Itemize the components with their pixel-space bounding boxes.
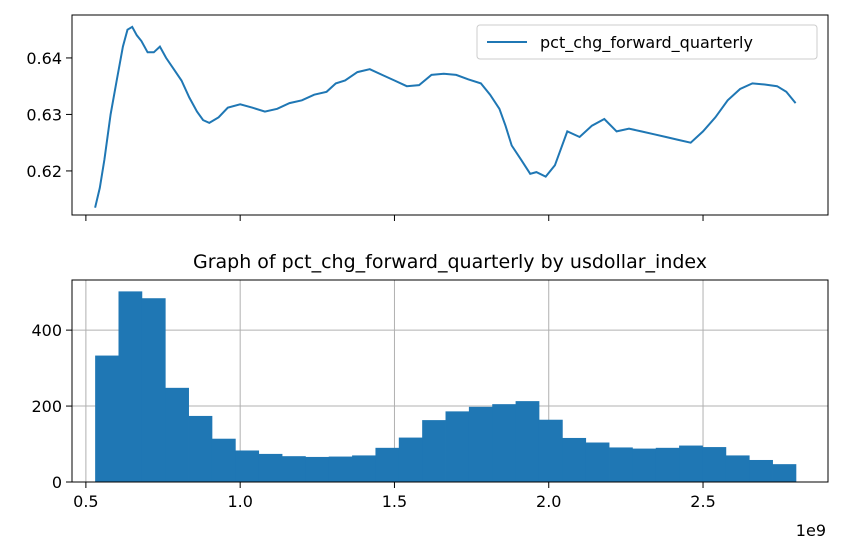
histogram-bar — [445, 411, 470, 482]
histogram-bar — [538, 419, 563, 482]
histogram-bar — [282, 456, 306, 482]
x-tick-label: 2.5 — [690, 492, 715, 511]
line-series — [94, 25, 797, 208]
histogram-bar — [118, 291, 143, 482]
histogram-bar — [632, 448, 657, 482]
legend-box — [476, 24, 818, 60]
histogram-bar — [702, 447, 727, 482]
x-tick-label: 0.5 — [73, 492, 98, 511]
histogram-bar — [562, 437, 587, 482]
histogram-bar — [258, 453, 283, 482]
histogram-bar — [398, 437, 423, 482]
y-tick-label: 200 — [31, 397, 62, 416]
histogram-bars — [95, 291, 797, 482]
y-tick-label: 0.62 — [26, 162, 62, 181]
histogram-bar — [141, 298, 166, 482]
histogram-bar — [585, 442, 610, 482]
y-tick-label: 400 — [31, 321, 62, 340]
histogram-bar — [305, 456, 330, 482]
histogram-bar — [375, 447, 400, 482]
x-offset-label: 1e9 — [796, 521, 826, 540]
y-tick-label: 0.63 — [26, 105, 62, 124]
line-chart-y-ticks: 0.62 0.63 0.64 — [26, 49, 72, 181]
histogram-bar — [609, 447, 633, 482]
histogram-bar — [422, 420, 446, 482]
histogram-panel: Graph of pct_chg_forward_quarterly by us… — [31, 251, 829, 540]
legend-label: pct_chg_forward_quarterly — [540, 33, 753, 53]
histogram-bar — [211, 438, 236, 482]
y-tick-label: 0.64 — [26, 49, 62, 68]
histogram-title: Graph of pct_chg_forward_quarterly by us… — [193, 251, 707, 273]
histogram-bar — [679, 445, 703, 482]
x-tick-label: 1.0 — [227, 492, 252, 511]
histogram-bar — [772, 464, 797, 482]
y-tick-label: 0 — [52, 473, 62, 492]
histogram-bar — [188, 415, 213, 482]
histogram-bar — [749, 459, 773, 482]
line-chart-frame — [71, 14, 829, 216]
line-chart-x-ticks — [85, 215, 704, 221]
histogram-x-ticks: 0.5 1.0 1.5 2.0 2.5 — [73, 482, 716, 511]
histogram-bar — [95, 355, 119, 482]
histogram-bar — [165, 387, 189, 482]
histogram-bar — [235, 450, 260, 482]
histogram-y-ticks: 0 200 400 — [31, 321, 72, 492]
histogram-bar — [515, 401, 540, 482]
histogram-frame — [71, 279, 829, 483]
x-tick-label: 2.0 — [536, 492, 561, 511]
histogram-bar — [725, 455, 750, 482]
histogram-bar — [328, 456, 353, 482]
histogram-bar — [655, 447, 680, 482]
histogram-bar — [468, 406, 493, 482]
histogram-bar — [352, 455, 376, 482]
x-tick-label: 1.5 — [382, 492, 407, 511]
histogram-bar — [492, 404, 517, 482]
legend: pct_chg_forward_quarterly — [476, 24, 818, 60]
line-chart-panel: 0.62 0.63 0.64 pct_chg_forward_quarterly — [26, 14, 829, 221]
